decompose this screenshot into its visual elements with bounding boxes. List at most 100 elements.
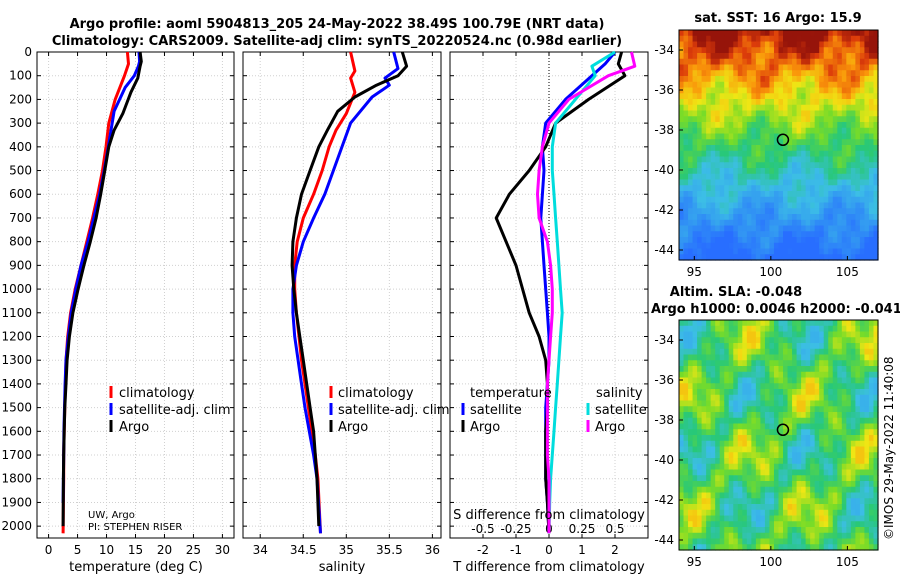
map-cell (737, 208, 743, 215)
map-cell (846, 76, 852, 83)
map-cell (873, 64, 879, 71)
map-cell (819, 173, 825, 181)
map-cell (755, 492, 762, 499)
map-cell (814, 481, 820, 488)
map-cell (787, 70, 793, 77)
map-cell (855, 237, 861, 244)
map-cell (778, 469, 784, 476)
map-cell (764, 532, 771, 540)
map-cell (823, 325, 829, 333)
map-cell (792, 348, 798, 356)
map-cell (679, 145, 685, 152)
map-cell (728, 156, 734, 163)
map-cell (683, 168, 689, 175)
map-cell (706, 150, 712, 158)
map-cell (819, 544, 825, 551)
map-cell (832, 498, 838, 505)
map-cell (764, 423, 771, 430)
map-cell (855, 133, 861, 140)
map-cell (751, 383, 757, 390)
map-cell (733, 179, 739, 186)
map-cell (873, 532, 879, 540)
map-cell (859, 104, 866, 112)
map-cell (769, 225, 775, 232)
map-cell (760, 122, 766, 129)
map-cell (805, 400, 811, 407)
map-cell (783, 429, 789, 436)
map-cell (742, 219, 748, 227)
map-cell (868, 81, 875, 89)
map-cell (728, 214, 734, 221)
map-cell (755, 360, 762, 367)
map-cell (868, 504, 875, 511)
map-cell (755, 515, 762, 522)
map-cell (683, 412, 689, 419)
map-cell (764, 47, 771, 54)
map-cell (846, 320, 852, 327)
map-cell (823, 179, 829, 186)
map-cell (688, 435, 694, 442)
map-cell (715, 76, 721, 83)
map-cell (805, 242, 811, 250)
map-cell (873, 383, 879, 390)
map-cell (706, 93, 712, 100)
map-cell (737, 99, 743, 106)
legend-label-s-satellite: satellite (595, 403, 647, 418)
map-cell (733, 446, 739, 453)
map-cell (819, 231, 825, 238)
map-cell (819, 30, 825, 37)
map-cell (810, 469, 816, 476)
map-cell (755, 383, 762, 390)
map-cell (715, 58, 721, 66)
map-cell (792, 515, 798, 522)
map-cell (814, 521, 820, 528)
map-cell (846, 196, 852, 204)
map-cell (850, 429, 856, 436)
map-cell (805, 133, 811, 140)
map-cell (801, 469, 807, 476)
map-cell (814, 127, 820, 135)
map-cell (688, 58, 694, 66)
map-cell (846, 486, 852, 494)
map-cell (724, 219, 730, 227)
map-cell (755, 76, 762, 83)
map-cell (855, 145, 861, 152)
map-cell (805, 127, 811, 135)
map-cell (688, 406, 694, 413)
map-cell (864, 481, 870, 488)
map-cell (710, 463, 716, 471)
map-cell (828, 104, 834, 112)
map-cell (692, 532, 698, 540)
map-cell (719, 417, 725, 425)
map-cell (701, 354, 707, 361)
map-cell (841, 87, 847, 94)
map-cell (724, 173, 730, 181)
map-cell (819, 70, 825, 77)
map-cell (760, 162, 766, 169)
map-cell (724, 412, 730, 419)
map-cell (801, 242, 807, 250)
map-cell (742, 366, 748, 373)
map-cell (746, 337, 752, 344)
map-cell (706, 70, 712, 77)
map-cell (850, 538, 856, 545)
map-cell (764, 325, 771, 333)
map-cell (837, 325, 843, 333)
map-cell (769, 179, 775, 186)
map-cell (697, 394, 703, 402)
map-cell (801, 41, 807, 48)
map-cell (737, 521, 743, 528)
map-cell (701, 35, 707, 43)
map-cell (819, 35, 825, 43)
map-cell (742, 214, 748, 221)
map-cell (688, 179, 694, 186)
map-cell (823, 70, 829, 77)
map-cell (746, 185, 752, 192)
map-cell (701, 173, 707, 181)
map-cell (810, 343, 816, 350)
map-cell (859, 486, 866, 494)
map-cell (778, 139, 784, 146)
map-cell (719, 452, 725, 459)
map-cell (733, 214, 739, 221)
y-tick-label: 1600 (1, 424, 32, 438)
